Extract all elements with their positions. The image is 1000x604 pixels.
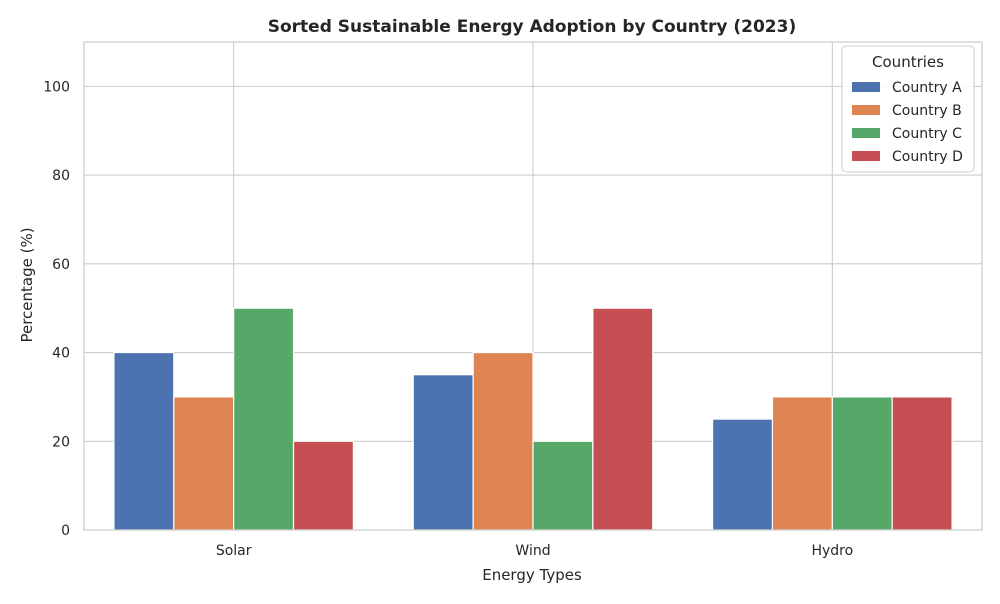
y-tick-label: 100 [43, 79, 70, 95]
plot-frame [83, 41, 983, 531]
legend-label: Country C [892, 126, 962, 142]
y-tick-label: 20 [52, 434, 70, 450]
legend-label: Country B [892, 103, 962, 119]
y-tick-label: 0 [61, 523, 70, 539]
y-tick-label: 60 [52, 257, 70, 273]
legend-swatch [852, 82, 880, 92]
bar-country-a-hydro [711, 418, 774, 531]
bars [113, 307, 953, 531]
bar-country-a-solar [113, 351, 175, 531]
legend-box [841, 45, 975, 173]
x-tick-label: Wind [515, 543, 550, 559]
bar-country-c-wind [532, 440, 594, 531]
legend-swatch [852, 151, 880, 161]
x-tick-labels: Solar Wind Hydro [216, 543, 853, 559]
legend-items: Country A Country B Country C Country D [852, 80, 963, 165]
y-tick-label: 40 [52, 346, 70, 362]
y-tick-label: 80 [52, 168, 70, 184]
legend-title: Countries [872, 53, 944, 71]
y-axis-label: Percentage (%) [18, 227, 36, 342]
bar-country-d-hydro [891, 396, 953, 531]
bar-country-d-solar [292, 440, 354, 531]
chart-title: Sorted Sustainable Energy Adoption by Co… [268, 17, 796, 37]
bar-country-c-solar [233, 307, 295, 531]
bar-country-b-solar [173, 396, 235, 531]
legend-label: Country A [892, 80, 962, 96]
legend-swatch [852, 105, 880, 115]
x-tick-label: Solar [216, 543, 252, 559]
x-tick-label: Hydro [811, 543, 853, 559]
bar-country-c-hydro [831, 396, 893, 531]
legend-swatch [852, 128, 880, 138]
x-axis-label: Energy Types [482, 566, 582, 584]
bar-country-d-wind [592, 307, 654, 531]
bar-country-a-wind [412, 374, 474, 531]
bar-country-b-hydro [771, 396, 833, 531]
legend-label: Country D [892, 149, 963, 165]
bar-country-b-wind [472, 351, 534, 531]
y-tick-labels: 0 20 40 60 80 100 [43, 79, 70, 539]
